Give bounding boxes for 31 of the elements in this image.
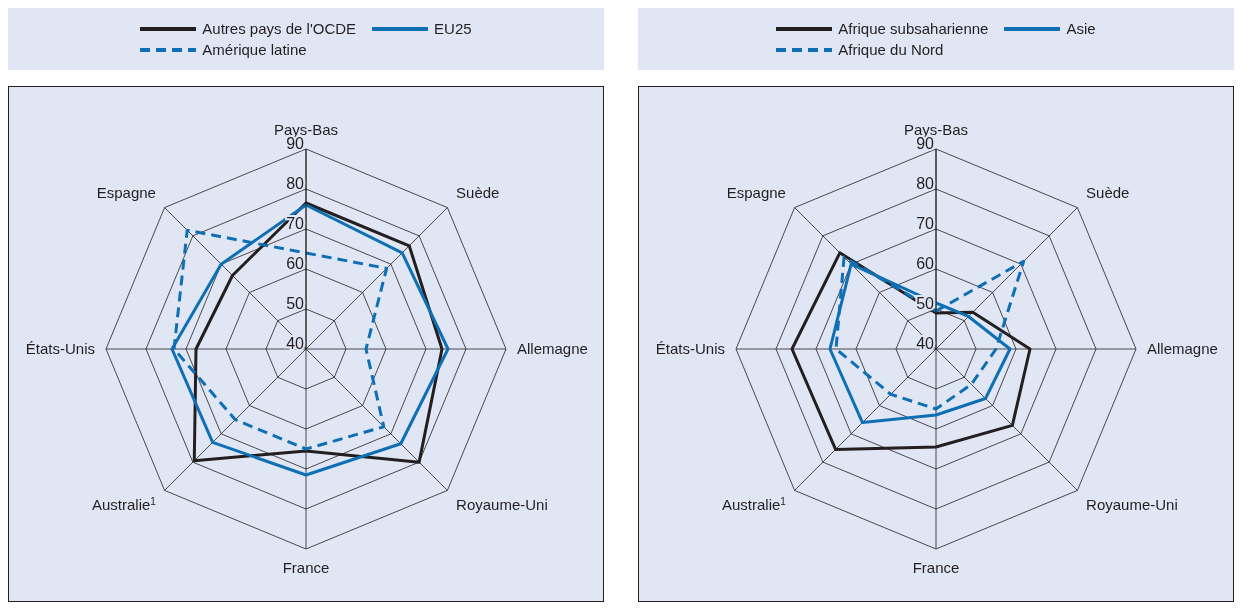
spoke-label: Royaume-Uni bbox=[456, 496, 548, 514]
y-tick-label: 40 bbox=[916, 335, 935, 352]
spoke-label: Royaume-Uni bbox=[1086, 496, 1178, 514]
y-tick-label: 70 bbox=[916, 215, 935, 232]
legend-label: Autres pays de l'OCDE bbox=[202, 20, 357, 37]
legend-label: EU25 bbox=[434, 20, 472, 37]
y-tick-label: 60 bbox=[286, 255, 305, 272]
spoke-label: Suède bbox=[456, 183, 500, 201]
y-tick-label: 80 bbox=[916, 175, 935, 192]
spoke-label: Pays-Bas bbox=[903, 121, 969, 138]
y-tick-label: 80 bbox=[286, 175, 305, 192]
y-tick-label: 60 bbox=[916, 255, 935, 272]
spoke-label: États-Unis bbox=[25, 340, 95, 357]
spoke-label: Allemagne bbox=[1147, 340, 1218, 357]
spoke-label: France bbox=[282, 559, 330, 576]
spoke-label: Suède bbox=[1086, 183, 1130, 201]
y-tick-label: 70 bbox=[286, 215, 305, 232]
spoke-label: Allemagne bbox=[517, 340, 588, 357]
legend-label: Afrique du Nord bbox=[838, 41, 944, 58]
legend-label: Afrique subsaharienne bbox=[838, 20, 989, 37]
y-tick-label: 50 bbox=[286, 295, 305, 312]
spoke-label: Espagne bbox=[96, 183, 156, 201]
legend-label: Asie bbox=[1066, 20, 1096, 37]
y-tick-label: 40 bbox=[286, 335, 305, 352]
spoke-label: Pays-Bas bbox=[273, 121, 339, 138]
spoke-label: Espagne bbox=[726, 183, 786, 201]
spoke-label: Australie$^{1}$ bbox=[722, 495, 787, 514]
spoke-label: Australie$^{1}$ bbox=[92, 495, 157, 514]
spoke-label: France bbox=[912, 559, 960, 576]
spoke-label: États-Unis bbox=[655, 340, 725, 357]
legend-label: Amérique latine bbox=[202, 41, 307, 58]
